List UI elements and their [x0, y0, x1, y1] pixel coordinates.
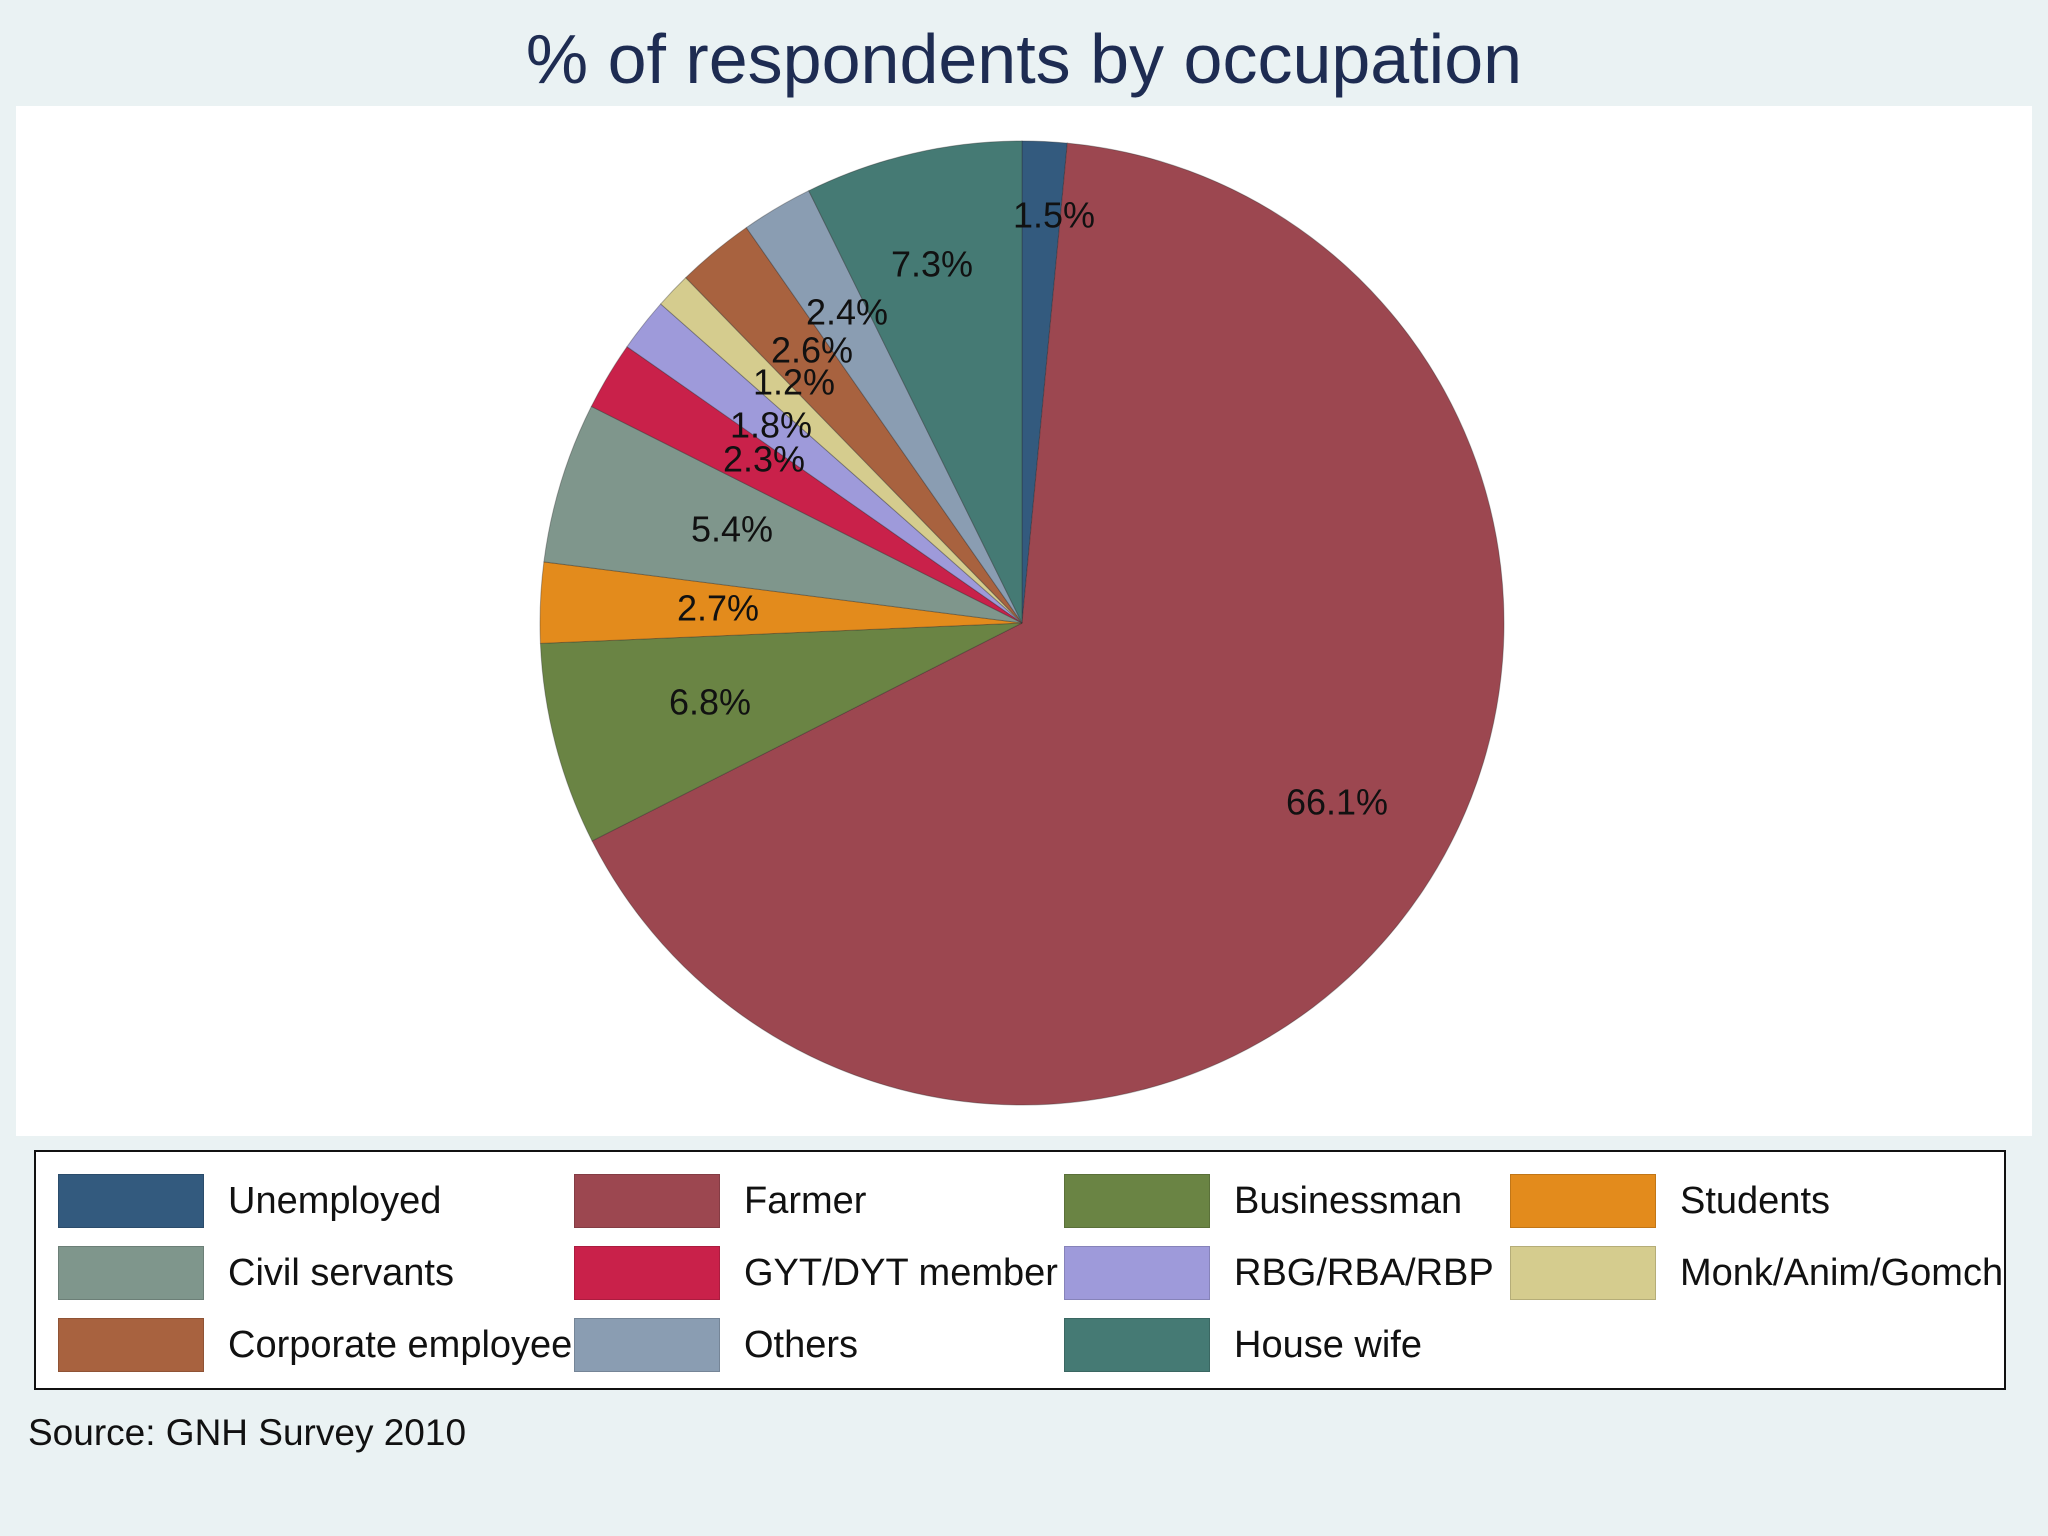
pie-slice-monk-anim-gomchen: [660, 276, 1023, 624]
legend-label: Businessman: [1234, 1180, 1463, 1222]
legend-label: Farmer: [744, 1180, 867, 1222]
legend-swatch: [574, 1246, 720, 1300]
pie-chart: 1.5% 66.1% 6.8% 2.7% 5.4% 2.3%1.8%1.2%2.6%2.4…: [539, 140, 1505, 1106]
slice-value-label: 2.4%: [806, 292, 888, 333]
legend-swatch: [574, 1318, 720, 1372]
legend-swatch: [574, 1174, 720, 1228]
pie-slice-house-wife: [808, 140, 1023, 624]
legend-label: Civil servants: [228, 1252, 454, 1294]
pie-slice-businessman: [539, 622, 1023, 842]
legend-swatch: [58, 1174, 204, 1228]
legend-swatch: [1510, 1246, 1656, 1300]
pie-slice-gyt-dyt-member: [590, 346, 1023, 624]
pie-slice-students: [539, 561, 1023, 644]
legend-swatch: [58, 1318, 204, 1372]
slice-value-label: 7.3%: [891, 244, 973, 285]
source-note: Source: GNH Survey 2010: [28, 1412, 467, 1453]
pie-slice-others: [745, 190, 1023, 624]
slice-value-label: 2.7%: [677, 588, 759, 629]
slice-value-label: 66.1%: [1286, 782, 1388, 823]
pie-slice-unemployed: [1021, 140, 1068, 624]
legend-label: Students: [1680, 1180, 1830, 1222]
plot-region: 1.5% 66.1% 6.8% 2.7% 5.4% 2.3% 1.8% 1.2% 2.6% 2.4…: [16, 106, 2032, 1136]
slice-value-label: 1.2%: [753, 362, 835, 403]
legend-label: Monk/Anim/Gomchen: [1680, 1252, 2004, 1294]
chart-title: % of respondents by occupation: [525, 20, 1523, 98]
legend-label: House wife: [1234, 1324, 1422, 1366]
pie-slice-civil-servants: [543, 405, 1023, 624]
pie-slice-farmer: [591, 142, 1505, 1106]
pie-slice-rbg-rba-rbp: [626, 303, 1023, 624]
legend-label: Corporate employee: [228, 1324, 573, 1366]
legend-label: GYT/DYT member: [744, 1252, 1058, 1294]
legend-swatch: [1510, 1174, 1656, 1228]
legend-label: Unemployed: [228, 1180, 442, 1222]
slice-value-label: 1.5%: [1013, 195, 1095, 236]
legend-swatch: [1064, 1318, 1210, 1372]
legend-swatch: [1064, 1246, 1210, 1300]
legend-swatch: [1064, 1174, 1210, 1228]
slice-value-label: 6.8%: [669, 682, 751, 723]
legend: Unemployed Farmer Businessman Students Civil…: [34, 1150, 2006, 1390]
legend-label: Others: [744, 1324, 859, 1366]
legend-label: RBG/RBA/RBP: [1234, 1252, 1494, 1294]
slice-value-label: 5.4%: [691, 509, 773, 550]
slice-value-label: 1.8%: [730, 405, 812, 446]
pie-slice-corporate-employee: [685, 226, 1023, 624]
legend-swatch: [58, 1246, 204, 1300]
slice-value-label: 2.3%: [723, 439, 805, 480]
slice-value-label: 2.6%: [771, 330, 853, 371]
